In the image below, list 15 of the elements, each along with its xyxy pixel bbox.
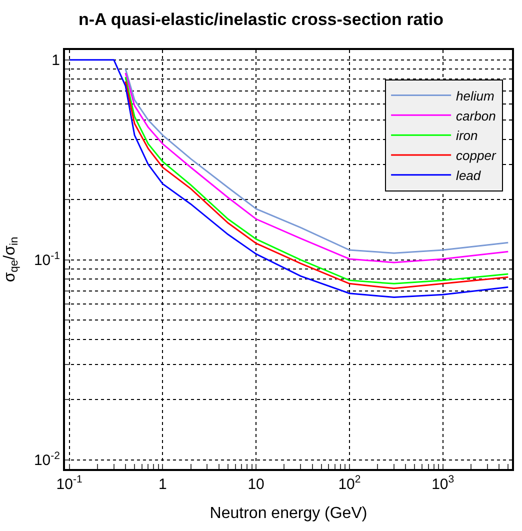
x-tick-label: 10$^{2}$ <box>338 474 361 493</box>
x-axis-title: Neutron energy (GeV) <box>210 505 368 522</box>
legend-label: copper <box>456 148 496 164</box>
x-tick-label: 10$^{3}$ <box>432 474 454 493</box>
y-tick-label: 10$^{-2}$ <box>34 450 60 470</box>
y-tick-label: 1 <box>52 52 60 70</box>
legend-label: helium <box>456 88 495 104</box>
legend-label: carbon <box>456 108 496 124</box>
x-tick-label: 1 <box>158 476 167 493</box>
y-tick-label: 10$^{-1}$ <box>34 250 60 270</box>
legend-label: lead <box>456 168 482 183</box>
x-tick-label: 10 <box>248 476 264 493</box>
chart-title: n-A quasi-elastic/inelastic cross-section ratio <box>78 10 444 30</box>
x-tick-label: 10$^{-1}$ <box>56 474 82 493</box>
legend-label: iron <box>456 128 478 144</box>
